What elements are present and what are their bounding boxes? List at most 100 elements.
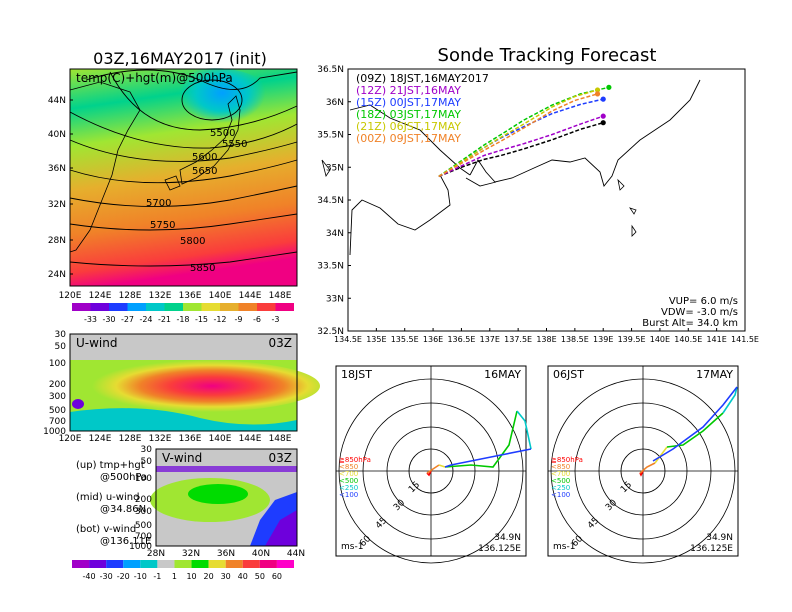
color-swatch xyxy=(123,560,141,568)
lon-tick: 136E xyxy=(179,434,202,444)
lat-tick: 35.5N xyxy=(317,131,344,141)
hodo-layer-label: <700 xyxy=(551,470,570,478)
contour-label: 5650 xyxy=(192,166,217,177)
uwind-time: 03Z xyxy=(269,336,293,350)
track-legend-entry: (00Z) 09JST,17MAY xyxy=(356,132,461,145)
hodo-trace xyxy=(722,386,738,414)
contour-label: 5700 xyxy=(146,198,171,209)
lon-tick: 144E xyxy=(239,291,262,301)
track-lat-ticks: 36.5N 36N 35.5N 35N 34.5N 34N 33.5N 33N 32.5N xyxy=(317,65,351,337)
lat-tick: 36N xyxy=(48,164,66,174)
hodo-unit: ms-1 xyxy=(341,542,363,552)
p-tick: 100 xyxy=(49,359,66,369)
scale-label: -1 xyxy=(153,572,161,581)
hodo-layer-label: <850 xyxy=(551,463,570,471)
legend-bot: (bot) v-wind xyxy=(76,524,136,535)
lat-tick: 34.5N xyxy=(317,196,344,206)
hodo-trace xyxy=(654,446,668,464)
lat-tick: 33N xyxy=(326,294,344,304)
scale-label: -21 xyxy=(158,315,171,324)
lon-tick: 136.5E xyxy=(447,335,475,344)
hodo-layer-label: <500 xyxy=(339,477,358,485)
left-lon-ticks: 120E 124E 128E 132E 136E 140E 144E 148E xyxy=(59,291,292,301)
burst-point xyxy=(594,91,601,97)
color-swatch xyxy=(106,560,124,568)
color-swatch xyxy=(72,560,90,568)
color-swatch xyxy=(191,560,209,568)
ring-label: 45 xyxy=(374,516,389,531)
track-legend-entry: (12Z) 21JST,16MAY xyxy=(356,84,461,97)
p-tick: 100 xyxy=(135,474,152,484)
lon-tick: 139.5E xyxy=(618,335,646,344)
lon-tick: 137.5E xyxy=(504,335,532,344)
burst-point xyxy=(606,84,612,90)
track-lines xyxy=(438,84,612,178)
track-line xyxy=(438,115,604,178)
left-lat-ticks: 44N 40N 36N 32N 28N 24N xyxy=(48,96,73,280)
color-swatch xyxy=(183,303,202,311)
lat-tick: 35N xyxy=(326,163,344,173)
uwind-lon-ticks: 120E 124E 128E 132E 136E 140E 144E 148E xyxy=(59,434,292,444)
uwind-panel xyxy=(70,334,320,431)
track-legend-entry: (18Z) 03JST,17MAY xyxy=(356,108,461,121)
scale-label: 40 xyxy=(238,572,248,581)
track-line xyxy=(438,86,610,178)
lon-tick: 124E xyxy=(89,291,112,301)
lon-tick: 137E xyxy=(480,335,500,344)
burst-point xyxy=(594,87,601,93)
lat-tick: 36N xyxy=(217,549,235,559)
burst-point xyxy=(600,96,606,102)
legend-mid: (mid) u-wind xyxy=(76,492,139,503)
scale-label: -10 xyxy=(134,572,147,581)
lat-tick: 32.5N xyxy=(317,327,344,337)
burst-point xyxy=(600,113,606,119)
p-tick: 200 xyxy=(135,495,152,505)
scale-label: -3 xyxy=(272,315,280,324)
hodo-trace xyxy=(652,386,738,462)
color-swatch xyxy=(276,560,294,568)
track-legend-entry: (21Z) 06JST,17MAY xyxy=(356,120,461,133)
lon-tick: 128E xyxy=(119,434,142,444)
scale-label: -27 xyxy=(121,315,134,324)
hodo-layer-label: <250 xyxy=(551,484,570,492)
ring-label: 45 xyxy=(586,516,601,531)
hodo-layer-label: ≧850hPa xyxy=(339,456,371,464)
lon-tick: 140E xyxy=(650,335,670,344)
lon-tick: 136E xyxy=(423,335,443,344)
lat-tick: 24N xyxy=(48,270,66,280)
burst-value: Burst Alt= 34.0 km xyxy=(642,318,738,329)
uwind-label: U-wind xyxy=(76,336,117,350)
lat-tick: 33.5N xyxy=(317,262,344,272)
contour-label: 5500 xyxy=(210,128,235,139)
track-line xyxy=(438,121,604,178)
hodo-trace xyxy=(516,410,532,450)
p-tick: 1000 xyxy=(43,427,66,437)
scale-label: 20 xyxy=(204,572,214,581)
vup-value: VUP= 6.0 m/s xyxy=(669,296,738,307)
vwind-label: V-wind xyxy=(162,451,202,465)
hodo-trace xyxy=(438,464,446,468)
color-swatch xyxy=(157,560,175,568)
color-swatch xyxy=(257,303,276,311)
burst-point xyxy=(600,120,606,126)
lon-tick: 135E xyxy=(366,335,386,344)
legend-mid2: @34.86N xyxy=(100,504,146,515)
scale-label: -24 xyxy=(139,315,152,324)
hodo-layer-label: <100 xyxy=(551,491,570,499)
contour-label: 5850 xyxy=(190,263,215,274)
lon-tick: 136E xyxy=(179,291,202,301)
lat-tick: 28N xyxy=(48,236,66,246)
legend-bot2: @136.11E xyxy=(100,536,151,547)
scale-label: -20 xyxy=(117,572,130,581)
lon-tick: 132E xyxy=(149,291,172,301)
hodo-layer-label: <500 xyxy=(551,477,570,485)
lon-tick: 140E xyxy=(209,291,232,301)
color-swatch xyxy=(90,303,109,311)
lat-tick: 34N xyxy=(326,229,344,239)
hodo-unit: ms-1 xyxy=(553,542,575,552)
hodo-trace xyxy=(639,470,644,477)
p-tick: 700 xyxy=(135,532,152,542)
scale-label: 10 xyxy=(186,572,196,581)
